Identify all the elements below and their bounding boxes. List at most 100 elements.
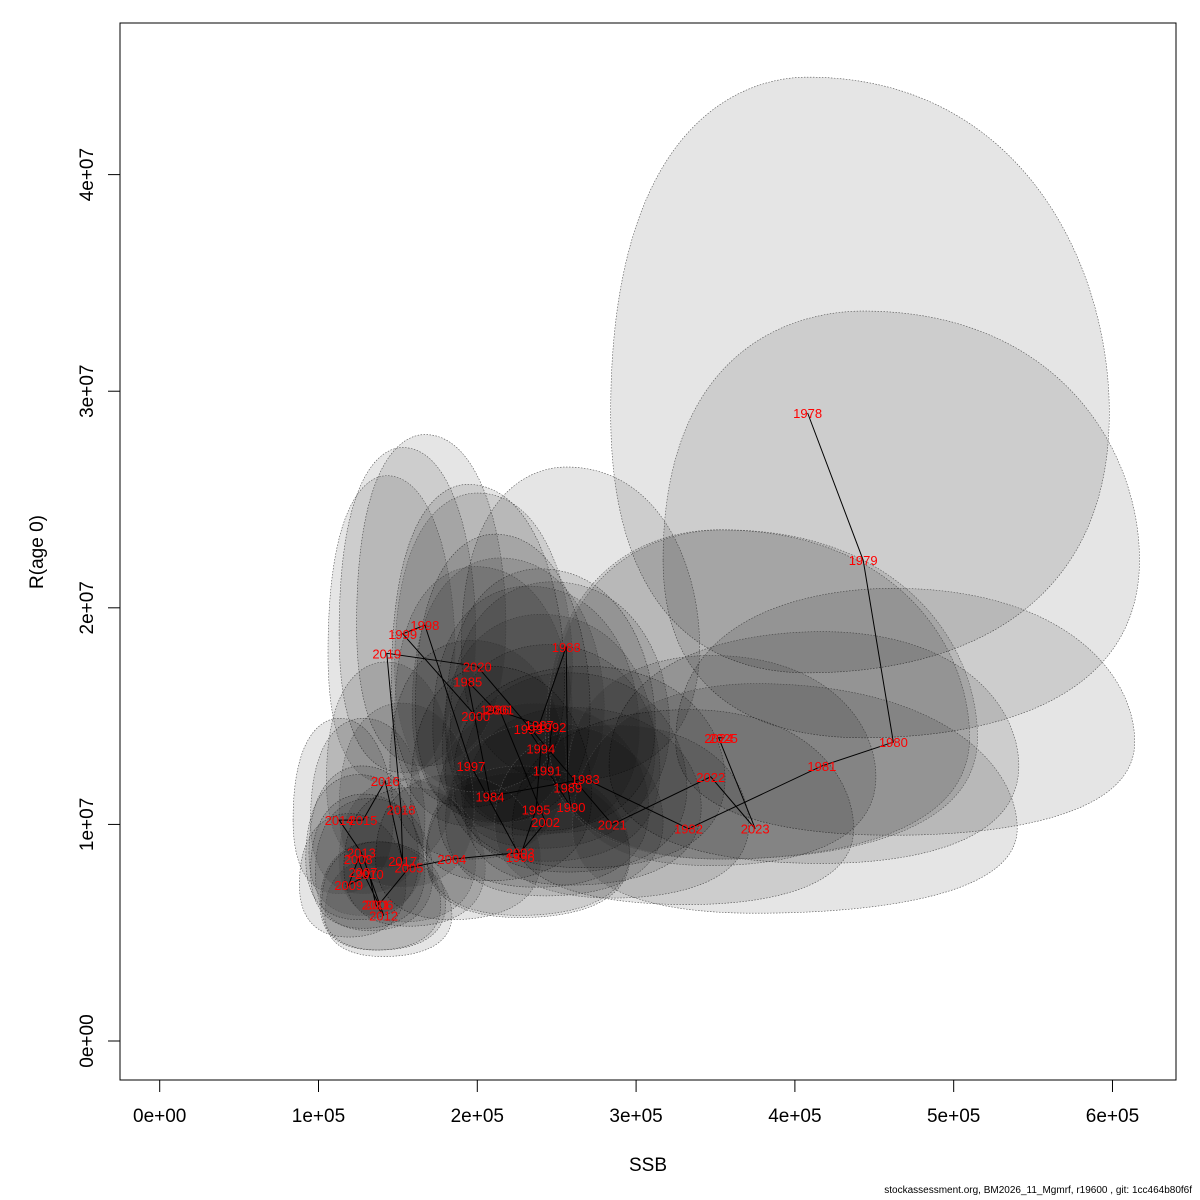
year-label-2003: 2003 <box>506 846 535 861</box>
year-label-2016: 2016 <box>371 774 400 789</box>
year-label-1983: 1983 <box>571 772 600 787</box>
confidence-ellipse-2014 <box>292 717 394 895</box>
confidence-ellipse-1985 <box>391 484 565 808</box>
year-label-2014: 2014 <box>325 813 354 828</box>
x-tick-label: 0e+00 <box>133 1106 186 1127</box>
year-label-1990: 1990 <box>557 800 586 815</box>
confidence-ellipse-2020 <box>394 492 573 793</box>
confidence-ellipse-2000 <box>394 566 573 827</box>
confidence-ellipse-2018 <box>338 702 475 888</box>
year-label-2005: 2005 <box>395 861 424 876</box>
year-label-2022: 2022 <box>696 770 725 785</box>
confidence-ellipse-1993 <box>432 585 640 836</box>
confidence-ellipse-2003 <box>426 765 631 916</box>
year-label-2024: 2024 <box>704 731 733 746</box>
y-tick-label: 0e+00 <box>77 1014 98 1067</box>
x-tick-label: 2e+05 <box>451 1106 504 1127</box>
year-label-1979: 1979 <box>849 553 878 568</box>
y-tick-label: 3e+07 <box>77 365 98 418</box>
confidence-ellipse-2016 <box>326 661 454 869</box>
confidence-ellipse-2022 <box>567 655 877 866</box>
year-label-1996: 1996 <box>506 850 535 865</box>
year-label-1988: 1988 <box>552 640 581 655</box>
x-tick-label: 1e+05 <box>292 1106 345 1127</box>
year-label-1980: 1980 <box>879 735 908 750</box>
year-label-1995: 1995 <box>522 802 551 817</box>
year-label-1986: 1986 <box>480 703 509 718</box>
y-axis-title: R(age 0) <box>27 515 48 589</box>
confidence-ellipse-2013 <box>308 765 424 916</box>
year-label-2017: 2017 <box>388 854 417 869</box>
year-label-2025: 2025 <box>709 731 738 746</box>
confidence-ellipse-1988 <box>461 466 700 782</box>
year-label-2023: 2023 <box>741 822 770 837</box>
year-label-2020: 2020 <box>463 659 492 674</box>
year-label-1999: 1999 <box>388 627 417 642</box>
x-axis: 0e+00 1e+05 2e+05 3e+05 4e+05 5e+05 6e+05 <box>133 1079 1139 1127</box>
confidence-ellipses <box>292 76 1140 957</box>
confidence-ellipse-1978 <box>610 76 1110 674</box>
confidence-ellipse-2001 <box>411 557 605 823</box>
confidence-ellipse-2010 <box>315 798 434 931</box>
year-label-2001: 2001 <box>485 703 514 718</box>
confidence-ellipse-2007 <box>310 793 426 929</box>
year-trajectory-line <box>338 412 894 916</box>
confidence-ellipse-1999 <box>338 447 477 773</box>
confidence-ellipse-1980 <box>675 588 1136 836</box>
year-label-2009: 2009 <box>334 878 363 893</box>
year-label-2012: 2012 <box>369 908 398 923</box>
year-label-2008: 2008 <box>344 852 373 867</box>
year-label-2011: 2011 <box>362 898 390 913</box>
x-axis-title: SSB <box>629 1155 667 1176</box>
year-label-1978: 1978 <box>793 406 822 421</box>
year-label-2018: 2018 <box>387 802 416 817</box>
confidence-ellipse-2019 <box>327 475 456 784</box>
year-labels: 1978 1979 1980 1981 1982 1983 1984 1985 1986 1987… <box>325 406 908 924</box>
confidence-ellipse-2024 <box>545 529 970 860</box>
year-label-2007: 2007 <box>348 865 377 880</box>
confidence-ellipse-1987 <box>445 568 656 832</box>
confidence-ellipse-1996 <box>426 772 631 918</box>
time-path <box>338 412 894 916</box>
confidence-ellipse-2005 <box>343 787 486 927</box>
year-label-1981: 1981 <box>807 759 836 774</box>
confidence-ellipse-1992 <box>449 581 670 834</box>
y-tick-label: 1e+07 <box>77 798 98 851</box>
year-label-1984: 1984 <box>476 789 505 804</box>
year-label-2010: 2010 <box>355 867 384 882</box>
year-label-2004: 2004 <box>437 852 466 867</box>
confidence-ellipse-2023 <box>572 683 1018 914</box>
x-tick-label: 6e+05 <box>1086 1106 1139 1127</box>
x-tick-label: 4e+05 <box>768 1106 821 1127</box>
y-tick-label: 2e+07 <box>77 581 98 634</box>
confidence-ellipse-2004 <box>375 774 542 921</box>
confidence-ellipse-1979 <box>662 310 1140 739</box>
x-tick-label: 5e+05 <box>927 1106 980 1127</box>
year-label-1994: 1994 <box>526 742 555 757</box>
year-label-1997: 1997 <box>456 759 485 774</box>
year-label-2019: 2019 <box>372 646 401 661</box>
year-label-1998: 1998 <box>410 618 439 633</box>
year-label-1991: 1991 <box>533 763 562 778</box>
footer-note: stockassessment.org, BM2026_11_Mgmrf, r1… <box>884 1185 1192 1196</box>
year-label-2015: 2015 <box>348 813 377 828</box>
year-label-1993: 1993 <box>514 722 543 737</box>
confidence-ellipse-2002 <box>445 722 664 897</box>
year-label-2013: 2013 <box>347 846 376 861</box>
year-label-2021: 2021 <box>598 817 627 832</box>
confidence-ellipse-1989 <box>461 672 688 873</box>
confidence-ellipse-1981 <box>608 631 1020 864</box>
confidence-ellipse-2021 <box>494 724 750 899</box>
year-label-2002: 2002 <box>531 815 560 830</box>
year-label-2006: 2006 <box>364 898 393 913</box>
confidence-ellipse-2011 <box>319 841 442 951</box>
y-axis: 0e+00 1e+07 2e+07 3e+07 4e+07 <box>77 148 121 1068</box>
year-label-2000: 2000 <box>461 709 490 724</box>
year-label-1987: 1987 <box>525 718 554 733</box>
year-label-1989: 1989 <box>553 781 582 796</box>
confidence-ellipse-2025 <box>548 529 978 860</box>
x-tick-label: 3e+05 <box>609 1106 662 1127</box>
year-label-1992: 1992 <box>537 720 566 735</box>
confidence-ellipse-2008 <box>305 774 419 921</box>
